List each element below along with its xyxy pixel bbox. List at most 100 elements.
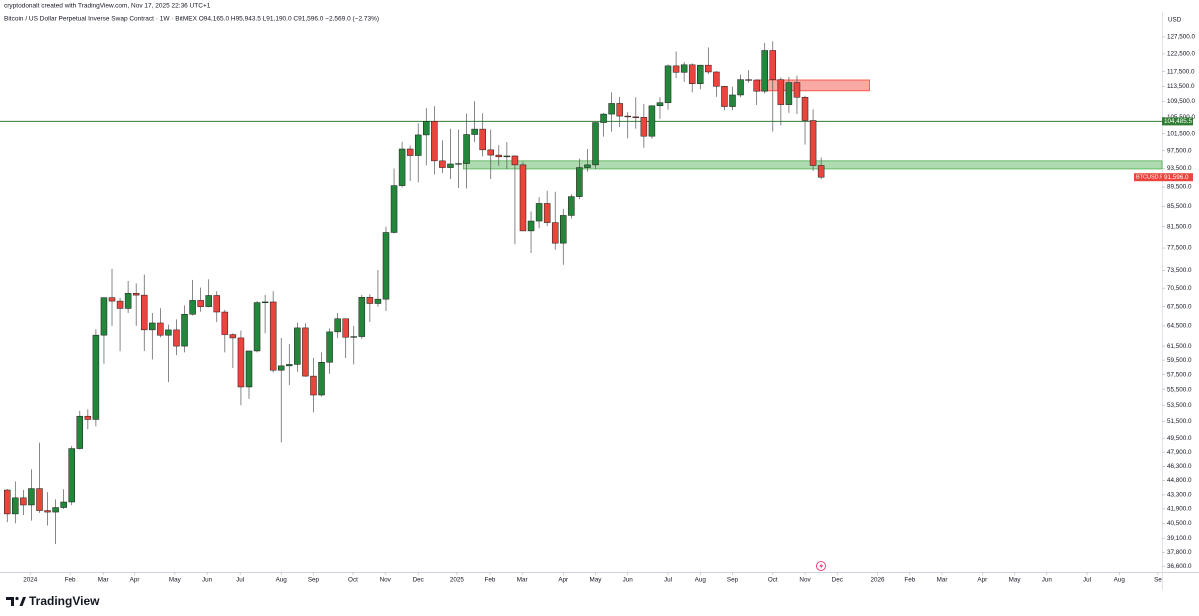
last-price-box: [1162, 173, 1193, 182]
candle-body: [221, 311, 229, 335]
x-tick-label: Mar: [517, 577, 528, 584]
candle-body: [543, 203, 551, 223]
x-tick-label: Dec: [832, 577, 843, 584]
y-tick-label: 37,800.0: [1167, 549, 1192, 556]
candle-body: [350, 336, 358, 338]
y-axis-label: USD: [1168, 17, 1182, 24]
candle-body: [229, 334, 237, 339]
y-tick-label: 89,500.0: [1167, 184, 1192, 191]
candle-body: [181, 313, 188, 347]
y-tick-label: 49,500.0: [1167, 435, 1192, 442]
candle-body: [414, 134, 422, 156]
x-tick-label: Nov: [380, 577, 392, 584]
candle-body: [769, 50, 777, 80]
candle-body: [527, 220, 535, 232]
candle-body: [705, 64, 712, 73]
y-tick-label: 55,500.0: [1167, 386, 1192, 393]
symbol-label: BTCUSD.P: [1136, 175, 1164, 181]
candle-body: [729, 94, 736, 107]
candle-body: [28, 488, 35, 506]
candle-body: [277, 365, 285, 371]
candle-body: [761, 50, 768, 92]
candle-body: [439, 160, 446, 168]
y-tick-label: 73,500.0: [1167, 267, 1192, 274]
candle-body: [108, 297, 116, 302]
candle-body: [479, 128, 486, 151]
candle-body: [471, 128, 478, 135]
candle-body: [294, 327, 301, 365]
candle-body: [286, 364, 293, 367]
candle-body: [503, 155, 511, 158]
x-tick-label: Sep: [308, 577, 320, 584]
candle-body: [44, 510, 51, 513]
candle-body: [100, 297, 108, 336]
candle-body: [688, 64, 696, 84]
y-tick-label: 36,600.0: [1167, 563, 1192, 570]
y-tick-label: 59,500.0: [1167, 357, 1192, 364]
credit: cryptodonalt created with TradingView.co…: [4, 3, 211, 10]
candle-body: [149, 322, 156, 331]
candle-body: [197, 300, 204, 307]
zone: [756, 79, 870, 92]
x-tick-label: Nov: [799, 577, 811, 584]
candle-body: [753, 79, 760, 92]
candle-body: [447, 163, 454, 168]
price-label-box: [1162, 117, 1193, 126]
x-tick-label: 2026: [871, 577, 886, 584]
candle-body: [382, 232, 390, 300]
candle-body: [237, 337, 245, 388]
x-tick-label: Oct: [768, 577, 778, 584]
candle-body: [431, 121, 438, 162]
candle-body: [334, 318, 341, 333]
logo-text: TradingView: [29, 594, 100, 608]
candle-body: [245, 350, 253, 388]
candle-body: [423, 121, 430, 136]
candle-body: [801, 97, 809, 121]
y-tick-label: 46,300.0: [1167, 463, 1192, 470]
candle-body: [495, 154, 503, 158]
y-tick-label: 81,500.0: [1167, 223, 1192, 230]
symbol-label-box: [1134, 173, 1162, 182]
candle-body: [576, 167, 583, 197]
candle-body: [36, 488, 43, 511]
candle-body: [551, 222, 559, 244]
x-tick-label: 2024: [23, 577, 38, 584]
y-tick-label: 64,500.0: [1167, 323, 1192, 330]
candle-body: [374, 298, 382, 304]
candle-body: [560, 215, 567, 244]
candle-body: [721, 86, 728, 107]
candle-body: [213, 295, 221, 313]
candle-body: [310, 375, 317, 396]
y-tick-label: 117,500.0: [1167, 68, 1195, 75]
x-tick-label: Jul: [664, 577, 672, 584]
candle-body: [390, 185, 398, 233]
candle-body: [157, 322, 164, 336]
candle-body: [697, 64, 704, 84]
x-tick-label: Apr: [977, 577, 987, 584]
x-tick-label: Jun: [623, 577, 634, 584]
y-tick-label: 113,500.0: [1167, 83, 1195, 90]
candle-body: [632, 116, 640, 118]
candle-body: [302, 327, 309, 377]
y-tick-label: 77,500.0: [1167, 245, 1192, 252]
x-tick-label: May: [590, 577, 603, 584]
candle-body: [12, 497, 19, 515]
y-tick-label: 122,500.0: [1167, 51, 1196, 58]
candle-body: [173, 329, 180, 347]
y-tick-label: 67,500.0: [1167, 303, 1192, 310]
x-tick-label: Se: [1154, 577, 1162, 584]
candle-body: [165, 329, 172, 336]
candle-body: [511, 155, 519, 166]
candle-body: [68, 448, 75, 503]
candle-body: [4, 489, 11, 515]
candle-body: [76, 415, 84, 449]
candle-body: [326, 331, 333, 363]
candle-body: [785, 82, 793, 105]
candle-body: [342, 318, 349, 338]
candle-body: [817, 165, 825, 178]
candle-body: [640, 117, 648, 137]
y-tick-label: 127,500.0: [1167, 34, 1196, 41]
